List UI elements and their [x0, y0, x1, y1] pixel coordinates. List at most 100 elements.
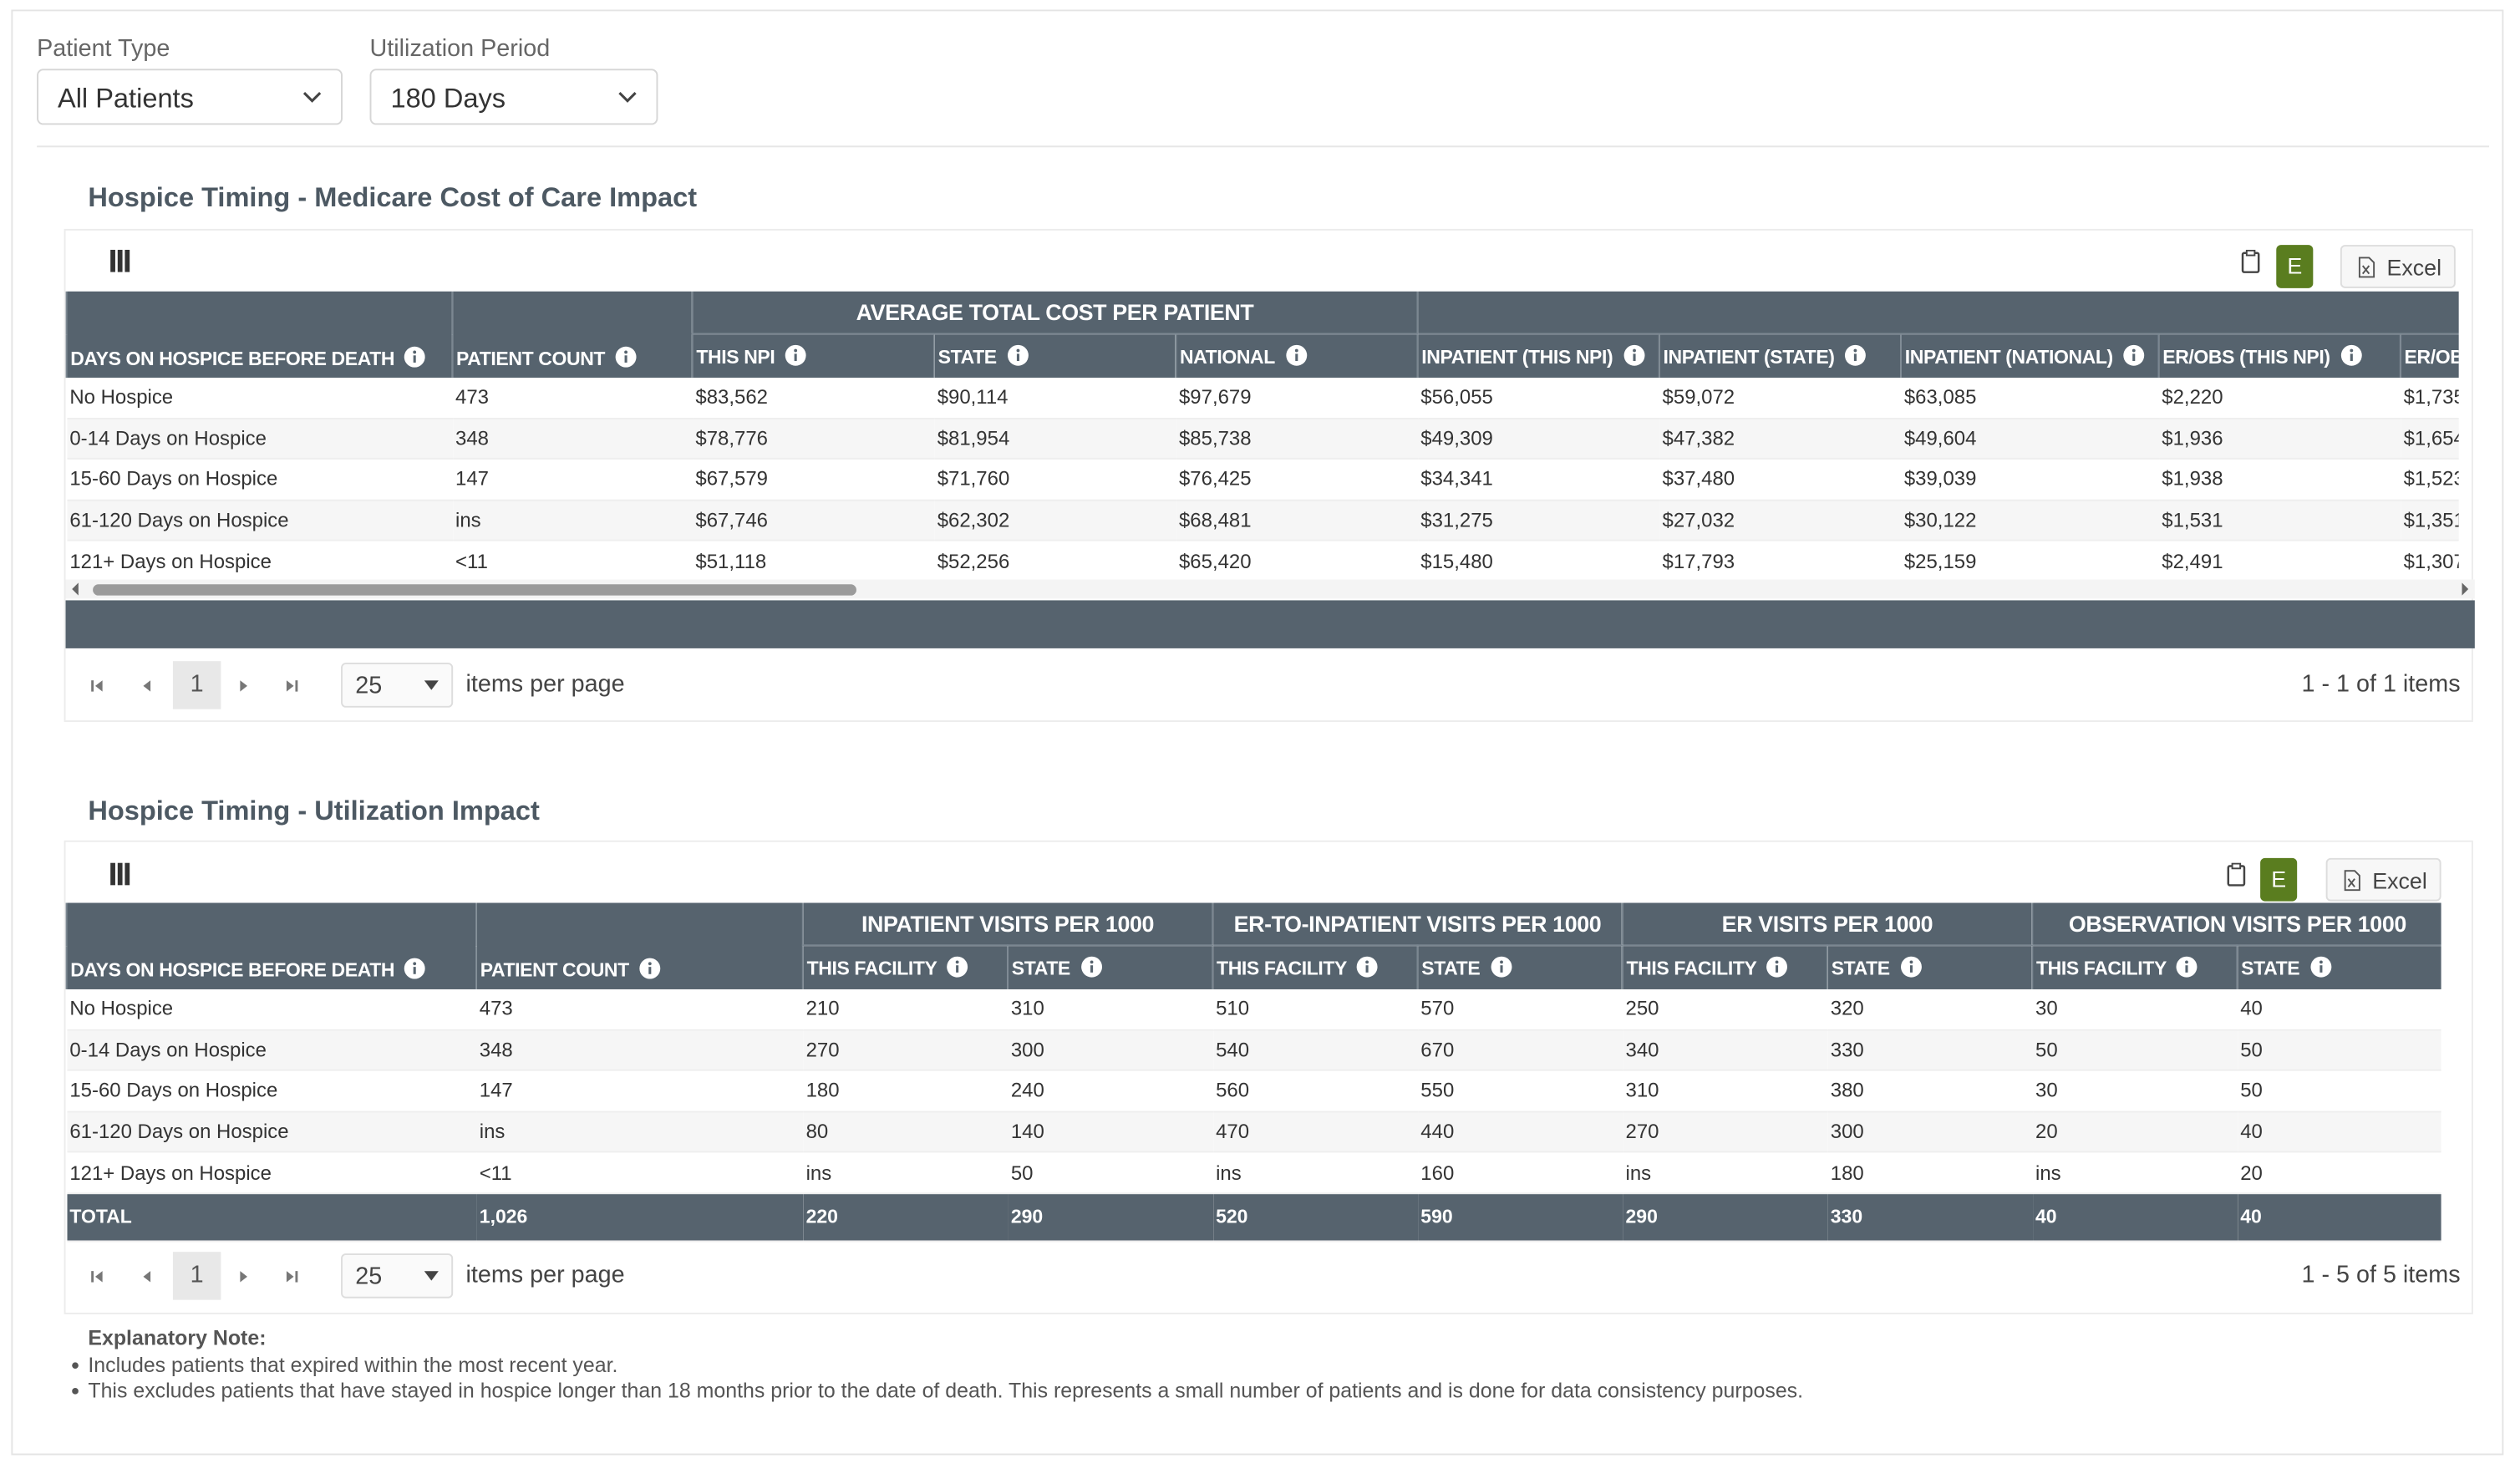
copy-button[interactable] [2227, 862, 2246, 887]
info-icon[interactable] [1080, 956, 1102, 978]
column-header: INPATIENT (THIS NPI) [1416, 333, 1659, 379]
info-icon[interactable] [2122, 344, 2145, 367]
last-page[interactable] [283, 1268, 299, 1285]
next-page[interactable] [236, 1268, 252, 1285]
cell: 270 [802, 1029, 1008, 1072]
prev-page[interactable] [140, 677, 155, 694]
info-icon[interactable] [1356, 956, 1379, 978]
column-header: INPATIENT (NATIONAL) [1900, 333, 2159, 379]
info-icon[interactable] [2340, 344, 2362, 367]
table-row: No Hospice 473 $83,562 $90,114 $97,679 $56,05… [66, 378, 2459, 419]
cell: 250 [1622, 988, 1827, 1031]
info-icon[interactable] [1490, 956, 1512, 978]
page-size-select[interactable]: 25 [341, 1253, 454, 1298]
header-label: INPATIENT (STATE) [1663, 345, 1835, 368]
patient-type-select[interactable]: All Patients [37, 69, 343, 125]
grid-card: E Excel DAYS ON HOSPICE BEFORE DEATH PATIEN… [64, 228, 2475, 723]
cell: $1,523 [2400, 459, 2459, 501]
cell: 440 [1417, 1111, 1623, 1154]
table-row: 121+ Days on Hospice <11 ins 50 ins 160 ins 180… [66, 1152, 2441, 1195]
info-icon[interactable] [1284, 344, 1307, 367]
table-wrap: DAYS ON HOSPICE BEFORE DEATH PATIENT COUN… [65, 291, 2459, 583]
cell: $1,654 [2400, 418, 2459, 460]
column-header: STATE [1826, 945, 2033, 989]
first-page[interactable] [89, 1268, 105, 1285]
total-cell: 520 [1212, 1193, 1418, 1243]
scroll-thumb[interactable] [93, 584, 856, 596]
first-page[interactable] [89, 677, 105, 694]
column-chooser[interactable] [109, 249, 131, 272]
cell: No Hospice [66, 378, 453, 419]
cell: ins [802, 1152, 1008, 1195]
cell: 40 [2237, 1111, 2441, 1154]
info-icon[interactable] [615, 346, 638, 368]
column-header: NATIONAL [1175, 333, 1418, 379]
cell: 570 [1417, 988, 1623, 1031]
cell: 550 [1417, 1070, 1623, 1113]
page-number[interactable]: 1 [172, 1252, 221, 1300]
table-row: 15-60 Days on Hospice 147 $67,579 $71,760 $7… [66, 459, 2459, 501]
badge-button[interactable]: E [2260, 857, 2298, 902]
column-header: THIS FACILITY [1212, 945, 1418, 989]
last-page[interactable] [283, 677, 299, 694]
group-label: OBSERVATION VISITS PER 1000 [2068, 911, 2406, 937]
cell: 50 [2032, 1029, 2238, 1072]
group-header: OBSERVATION VISITS PER 1000 [2031, 902, 2441, 947]
info-icon[interactable] [1844, 344, 1867, 367]
scroll-right [2462, 582, 2469, 596]
prev-page[interactable] [140, 1268, 155, 1285]
total-cell: 290 [1622, 1193, 1827, 1243]
cell: $63,085 [1901, 378, 2159, 419]
info-icon[interactable] [1006, 344, 1029, 367]
pager-summary: 1 - 1 of 1 items [2301, 670, 2461, 699]
cell: 160 [1417, 1152, 1623, 1195]
scrollbar[interactable] [65, 579, 2475, 599]
excel-icon [2344, 870, 2360, 892]
excel-button[interactable]: Excel [2340, 245, 2457, 288]
info-icon[interactable] [2176, 956, 2198, 978]
table-title: Hospice Timing - Medicare Cost of Care I… [88, 182, 698, 213]
total-cell: 1,026 [475, 1193, 803, 1243]
cell: ins [2032, 1152, 2238, 1195]
info-icon[interactable] [1899, 956, 1922, 978]
chevron [618, 92, 637, 103]
info-icon[interactable] [638, 958, 661, 980]
cell: $49,604 [1901, 418, 2159, 460]
column-chooser[interactable] [109, 862, 131, 886]
info-icon[interactable] [404, 346, 427, 368]
header-label: PATIENT COUNT [456, 347, 606, 370]
info-icon[interactable] [404, 958, 427, 980]
total-cell: 40 [2032, 1193, 2238, 1243]
notes: Explanatory Note: Includes patients that… [70, 1325, 1803, 1404]
info-icon[interactable] [1623, 344, 1645, 367]
footer-bar [65, 600, 2475, 648]
excel-icon [2358, 257, 2375, 278]
next-page[interactable] [236, 677, 252, 694]
filter-label: Patient Type [37, 35, 170, 63]
cell: 330 [1827, 1029, 2033, 1072]
info-icon[interactable] [2309, 956, 2332, 978]
info-icon[interactable] [947, 956, 969, 978]
header-label: STATE [1421, 957, 1481, 980]
page-size-select[interactable]: 25 [341, 663, 454, 708]
cell: $51,118 [692, 541, 934, 583]
header-label: NATIONAL [1179, 345, 1275, 368]
cell: $67,579 [692, 459, 934, 501]
excel-button[interactable]: Excel [2325, 857, 2442, 902]
column-header: STATE [1007, 945, 1213, 989]
cell: $1,936 [2158, 418, 2401, 460]
table-row: 61-120 Days on Hospice ins 80 140 470 440 270 3… [66, 1111, 2441, 1154]
page-number[interactable]: 1 [172, 661, 221, 709]
column-header: ER/OBS (THIS NPI) [2157, 333, 2401, 379]
total-cell: 290 [1007, 1193, 1213, 1243]
column-row: THIS NPI STATE NATIONAL INPATIENT (THIS NPI… [67, 333, 2459, 379]
cell: 147 [475, 1070, 803, 1113]
info-icon[interactable] [1766, 956, 1789, 978]
utilization-period-select[interactable]: 180 Days [369, 69, 658, 125]
info-icon[interactable] [785, 344, 807, 367]
copy-button[interactable] [2241, 249, 2260, 274]
cell: $2,220 [2158, 378, 2401, 419]
badge-button[interactable]: E [2276, 245, 2314, 288]
cell: 270 [1622, 1111, 1827, 1154]
